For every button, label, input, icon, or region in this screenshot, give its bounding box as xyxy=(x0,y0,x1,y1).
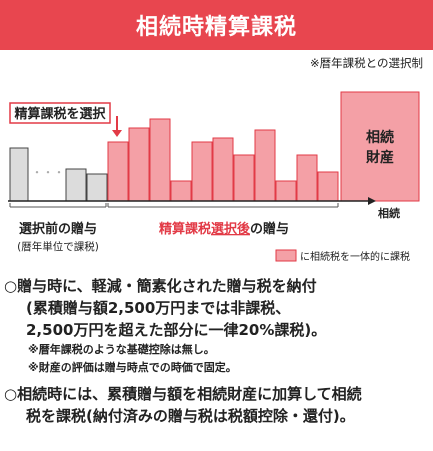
gray-bar-1 xyxy=(9,147,29,202)
choose-label-box xyxy=(9,102,111,124)
explanation-list: ○贈与時に、軽減・簡素化された贈与税を納付 (累積贈与額2,500万円までは非課… xyxy=(4,275,429,427)
bullet-2-line-1: ○相続時には、累積贈与額を相続財産に加算して相続 xyxy=(4,383,429,405)
pink-bar-3 xyxy=(149,118,171,202)
title-banner: 相続時精算課税 xyxy=(0,0,433,50)
pink-bar-9 xyxy=(275,180,297,202)
dots: ・・・ xyxy=(32,166,65,179)
choose-arrow-head xyxy=(112,130,122,137)
gray-bar-2 xyxy=(65,168,87,202)
bullet-marker: ○ xyxy=(4,277,18,295)
choose-label: 精算課税を選択 xyxy=(14,106,106,122)
gift-tax-diagram: 精算課税を選択 ・・・ 相続 財産 相続 選択前の贈与 (暦年単位で課税) 精算… xyxy=(8,91,420,263)
bullet-1-line-1: ○贈与時に、軽減・簡素化された贈与税を納付 xyxy=(4,275,429,297)
bullet-1: ○贈与時に、軽減・簡素化された贈与税を納付 (累積贈与額2,500万円までは非課… xyxy=(4,275,429,377)
pink-bar-11 xyxy=(317,171,339,202)
pink-bars xyxy=(107,91,420,202)
time-axis-arrow xyxy=(368,197,376,205)
bullet-1-line-2: (累積贈与額2,500万円までは非課税、 xyxy=(26,299,291,317)
inheritance-label-1: 相続 xyxy=(366,129,394,146)
pink-bar-10 xyxy=(296,154,318,202)
pink-bar-7 xyxy=(233,154,255,202)
right-group-label-prefix: 精算課税 xyxy=(159,221,211,237)
gray-bar-3 xyxy=(86,173,108,202)
pink-bar-8 xyxy=(254,129,276,202)
right-group-label: 精算課税選択後の贈与 xyxy=(159,221,289,237)
bullet-2: ○相続時には、累積贈与額を相続財産に加算して相続 税を課税(納付済みの贈与税は税… xyxy=(4,383,429,427)
pink-bar-6 xyxy=(212,137,234,202)
bullet-1-note-1: ※暦年課税のような基礎控除は無し。 xyxy=(28,343,215,356)
pink-bar-1 xyxy=(107,141,129,202)
right-group-label-suffix: の贈与 xyxy=(250,221,289,237)
pink-bar-5 xyxy=(191,141,213,202)
bullet-2-line-2: 税を課税(納付済みの贈与税は税額控除・還付)。 xyxy=(26,407,355,425)
pink-bar-2 xyxy=(128,127,150,202)
page-title: 相続時精算課税 xyxy=(135,15,297,40)
left-group-label: 選択前の贈与 xyxy=(19,221,97,237)
left-group-sublabel: (暦年単位で課税) xyxy=(17,240,99,253)
right-group-label-underlined: 選択後 xyxy=(211,221,251,237)
bullet-1-text-1: 贈与時に、軽減・簡素化された贈与税を納付 xyxy=(17,277,317,295)
selection-note: ※暦年課税との選択制 xyxy=(309,56,423,70)
axis-end-label: 相続 xyxy=(378,206,400,220)
legend-label: に相続税を一体的に課税 xyxy=(300,250,410,263)
legend-swatch xyxy=(275,249,297,262)
inheritance-label-2: 財産 xyxy=(365,149,394,166)
bullet-1-note-2: ※財産の評価は贈与時点での時価で固定。 xyxy=(28,361,237,374)
bullet-1-line-3: 2,500万円を超えた部分に一律20%課税)。 xyxy=(26,321,327,339)
pink-bar-4 xyxy=(170,180,192,202)
inheritance-bar xyxy=(340,91,420,202)
bullet-2-text-1: 相続時には、累積贈与額を相続財産に加算して相続 xyxy=(17,385,362,403)
bullet-marker: ○ xyxy=(4,385,18,403)
